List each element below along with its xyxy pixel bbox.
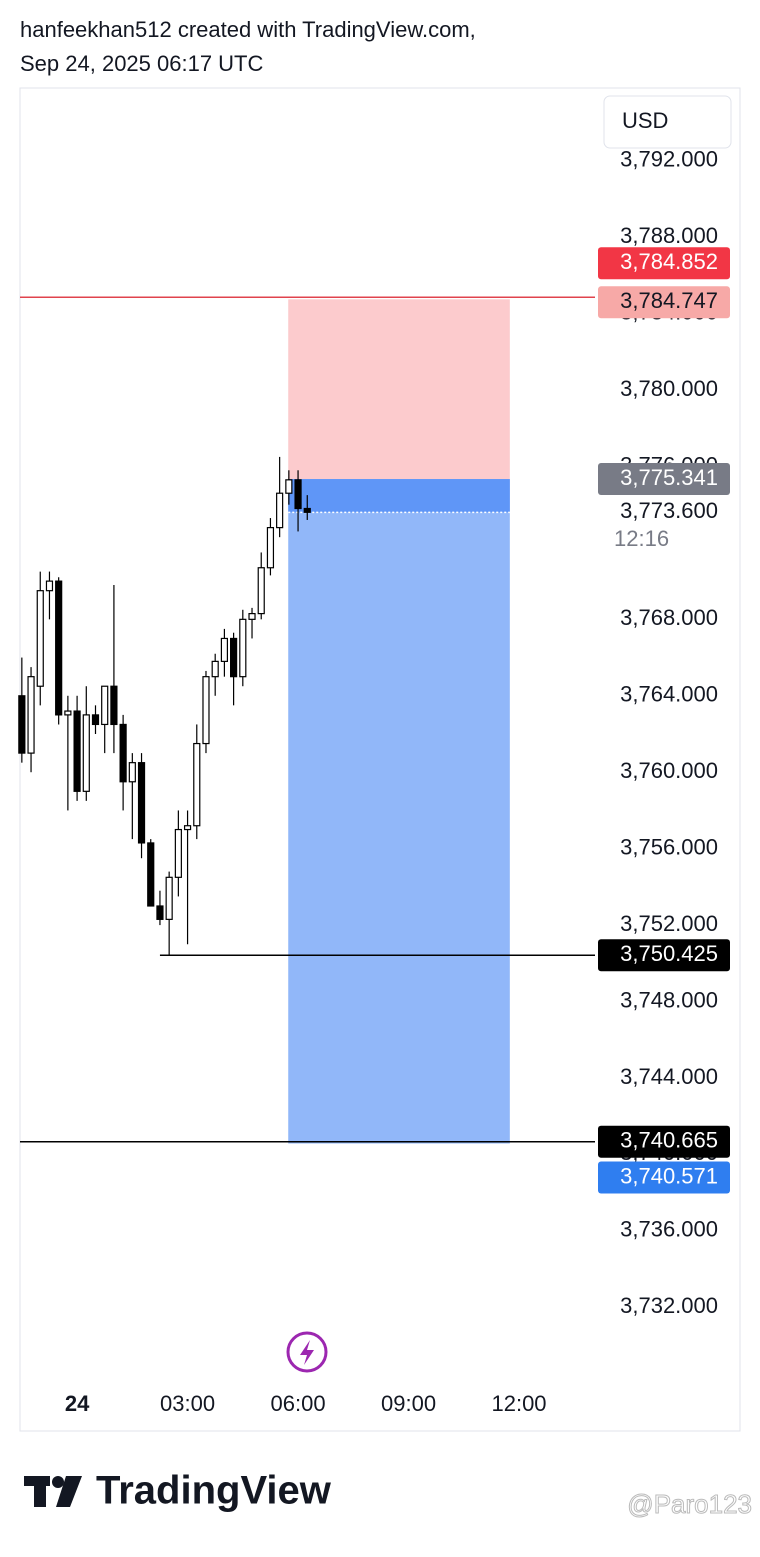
header-line: Sep 24, 2025 06:17 UTC (20, 51, 263, 76)
y-tick-label: 3,764.000 (620, 682, 718, 707)
candle-body (82, 714, 90, 792)
candle-body (230, 637, 238, 678)
target-zone (288, 479, 510, 1144)
y-tick-label: 3,732.000 (620, 1293, 718, 1318)
price-label-box (598, 1125, 730, 1158)
watermark: @Paro123 (627, 1489, 752, 1519)
candle-body (211, 660, 219, 678)
candle-body (18, 695, 26, 754)
y-tick-label: 3,780.000 (620, 376, 718, 401)
logo-text: TradingView (96, 1469, 332, 1513)
price-label-box (598, 939, 730, 972)
y-tick-label: 3,752.000 (620, 911, 718, 936)
bolt-icon[interactable] (286, 1331, 328, 1373)
candle-body (285, 479, 293, 494)
y-tick-label: 3,760.000 (620, 758, 718, 783)
y-tick-label: 3,748.000 (620, 987, 718, 1012)
price-label: 3,740.665 (620, 1128, 718, 1153)
candle-body (55, 580, 63, 716)
stop-zone (288, 299, 510, 480)
price-label: 3,784.747 (620, 288, 718, 313)
x-tick-label: 09:00 (381, 1391, 436, 1416)
y-tick-label: 3,736.000 (620, 1217, 718, 1242)
entry-band (288, 479, 510, 513)
logo-mark (24, 1476, 82, 1507)
candle-body (128, 762, 136, 783)
candle-body (165, 876, 173, 920)
x-tick-label: 06:00 (271, 1391, 326, 1416)
price-label: 3,750.425 (620, 941, 718, 966)
bolt (300, 1340, 314, 1365)
price-label-box (598, 247, 730, 280)
price-label: 3,775.341 (620, 465, 718, 490)
price-label-box (598, 463, 730, 496)
price-label: 3,784.852 (620, 249, 718, 274)
candle-body (91, 714, 100, 726)
candle-body (174, 828, 182, 878)
price-label-box (598, 286, 730, 319)
header-line: hanfeekhan512 created with TradingView.c… (20, 17, 476, 42)
candle-body (73, 710, 81, 792)
candle-body (27, 676, 35, 754)
currency-button[interactable] (603, 95, 732, 149)
x-tick-label: 12:00 (491, 1391, 546, 1416)
candle-body (183, 825, 192, 831)
candle-body (156, 905, 164, 920)
candle-body (294, 479, 302, 510)
candle-body (64, 710, 72, 716)
y-tick-label: 3,792.000 (620, 147, 718, 172)
candle-body (101, 685, 109, 726)
candle-body (36, 590, 44, 687)
x-tick-label: 24 (65, 1391, 90, 1416)
candle-body (202, 676, 210, 745)
candle-body (239, 618, 247, 678)
current-price: 3,773.600 (620, 498, 718, 523)
candle-body (193, 742, 201, 827)
countdown: 12:16 (614, 526, 669, 551)
candle-body (257, 567, 265, 615)
currency-label: USD (622, 108, 668, 133)
candle-body (147, 842, 155, 907)
y-tick-label: 3,788.000 (620, 223, 718, 248)
y-tick-label: 3,756.000 (620, 834, 718, 859)
candle-body (266, 527, 275, 569)
plot (18, 296, 595, 1144)
candle-body (276, 492, 284, 529)
x-tick-label: 03:00 (160, 1391, 215, 1416)
price-label-box (598, 1161, 730, 1194)
candle-body (303, 507, 311, 513)
candle-body (248, 613, 256, 620)
candle-body (110, 685, 118, 726)
candle-body (137, 762, 146, 844)
candle-body (119, 723, 127, 783)
y-tick-label: 3,768.000 (620, 605, 718, 630)
price-label: 3,740.571 (620, 1163, 718, 1188)
y-tick-label: 3,744.000 (620, 1064, 718, 1089)
candle-body (45, 580, 54, 592)
candle-body (220, 637, 228, 662)
